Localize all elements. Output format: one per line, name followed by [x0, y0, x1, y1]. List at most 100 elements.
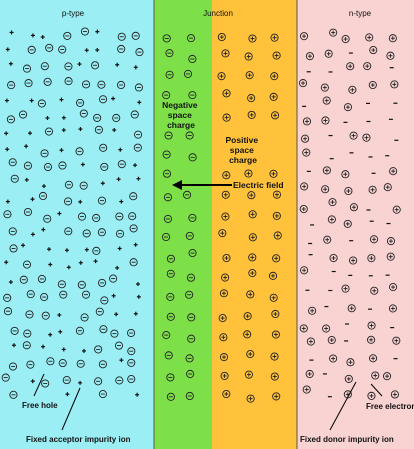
- acceptor-ion-icon: [117, 44, 126, 54]
- acceptor-ion-icon: [76, 359, 85, 368]
- acceptor-ion-icon: [162, 169, 172, 178]
- donor-ion-icon: [341, 170, 350, 179]
- donor-ion-icon: [222, 113, 231, 122]
- hole-icon: [4, 131, 9, 136]
- acceptor-ion-icon: [6, 115, 15, 124]
- donor-ion-icon: [390, 390, 399, 399]
- donor-ion-icon: [302, 117, 312, 126]
- acceptor-ion-icon: [94, 377, 103, 386]
- acceptor-ion-icon: [64, 197, 73, 206]
- acceptor-ion-icon: [188, 153, 197, 162]
- donor-ion-icon: [270, 372, 279, 381]
- positive-label-line: Positive: [226, 135, 259, 145]
- hole-icon: [78, 127, 83, 132]
- hole-icon: [30, 197, 35, 202]
- donor-ion-icon: [247, 94, 256, 103]
- acceptor-ion-icon: [186, 273, 196, 282]
- hole-icon: [61, 347, 66, 352]
- hole-icon: [116, 177, 121, 182]
- acceptor-ion-icon: [127, 347, 136, 356]
- hole-icon: [61, 115, 66, 120]
- acceptor-ion-icon: [166, 373, 175, 382]
- hole-icon: [21, 243, 26, 248]
- acceptor-ion-icon: [80, 313, 89, 322]
- donor-ion-icon: [346, 358, 355, 367]
- donor-ion-icon: [248, 34, 257, 43]
- p-type-header: p-type: [62, 9, 85, 18]
- donor-ion-icon: [222, 253, 231, 263]
- donor-ion-icon: [329, 253, 338, 263]
- hole-icon: [5, 199, 10, 204]
- donor-ion-icon: [272, 254, 281, 263]
- acceptor-ion-icon: [117, 32, 126, 41]
- acceptor-ion-icon: [10, 326, 19, 335]
- acceptor-ion-icon: [3, 307, 13, 316]
- donor-ion-icon: [247, 110, 256, 119]
- hole-icon: [78, 199, 83, 204]
- acceptor-ion-icon: [162, 331, 171, 340]
- hole-icon: [111, 96, 116, 101]
- acceptor-ion-icon: [77, 212, 87, 221]
- acceptor-ion-icon: [19, 110, 28, 119]
- acceptor-ion-icon: [79, 181, 88, 190]
- donor-ion-icon: [347, 304, 356, 313]
- donor-ion-icon: [217, 72, 226, 81]
- acceptor-ion-icon: [185, 131, 194, 140]
- hole-icon: [133, 242, 138, 247]
- donor-ion-icon: [268, 271, 278, 280]
- n-type-region: [297, 0, 414, 449]
- acceptor-ion-icon: [100, 162, 109, 171]
- acceptor-ion-icon: [8, 362, 18, 371]
- acceptor-ion-icon: [58, 45, 67, 54]
- acceptor-ion-icon: [9, 244, 18, 253]
- donor-ion-icon: [269, 169, 278, 178]
- donor-ion-icon: [386, 252, 395, 261]
- donor-ion-icon: [270, 72, 279, 81]
- acceptor-ion-icon: [162, 91, 171, 100]
- hole-icon: [95, 29, 100, 34]
- donor-ion-icon: [370, 286, 379, 295]
- acceptor-ion-icon: [62, 376, 71, 385]
- acceptor-ion-icon: [41, 311, 50, 320]
- acceptor-ion-icon: [130, 110, 139, 119]
- p-type-region: [0, 0, 154, 449]
- acceptor-ion-icon: [23, 161, 32, 170]
- acceptor-ion-icon: [9, 390, 18, 399]
- acceptor-ion-icon: [164, 131, 173, 140]
- donor-ion-icon: [328, 198, 337, 207]
- donor-ion-icon: [371, 371, 380, 380]
- acceptor-ion-icon: [114, 341, 124, 350]
- hole-icon: [4, 98, 9, 103]
- acceptor-ion-icon: [188, 54, 197, 64]
- acceptor-ion-icon: [127, 375, 136, 384]
- donor-ion-icon: [321, 185, 330, 194]
- hole-icon: [29, 98, 34, 103]
- donor-ion-icon: [269, 293, 278, 302]
- donor-ion-icon: [222, 171, 231, 180]
- acceptor-ion-icon: [95, 307, 104, 316]
- acceptor-ion-icon: [23, 207, 32, 217]
- acceptor-ion-icon: [133, 143, 142, 152]
- donor-ion-icon: [365, 33, 374, 42]
- acceptor-ion-icon: [187, 334, 196, 343]
- donor-ion-icon: [388, 283, 398, 292]
- hole-icon: [61, 128, 66, 133]
- acceptor-ion-icon: [187, 313, 196, 322]
- acceptor-ion-icon: [22, 260, 32, 269]
- donor-ion-icon: [300, 266, 309, 275]
- hole-icon: [5, 147, 10, 152]
- acceptor-ion-icon: [162, 150, 171, 159]
- negative-label-line: charge: [167, 120, 195, 130]
- acceptor-ion-icon: [163, 214, 173, 223]
- acceptor-ion-icon: [81, 290, 91, 299]
- donor-ion-icon: [344, 374, 353, 383]
- acceptor-ion-icon: [163, 193, 173, 202]
- acceptor-ion-icon: [183, 69, 193, 78]
- acceptor-ion-icon: [185, 354, 194, 363]
- acceptor-ion-icon: [37, 99, 46, 108]
- acceptor-ion-icon: [129, 258, 138, 267]
- acceptor-ion-icon: [37, 274, 46, 284]
- acceptor-ion-icon: [75, 326, 84, 335]
- donor-ion-icon: [327, 215, 336, 224]
- donor-ion-icon: [349, 131, 358, 140]
